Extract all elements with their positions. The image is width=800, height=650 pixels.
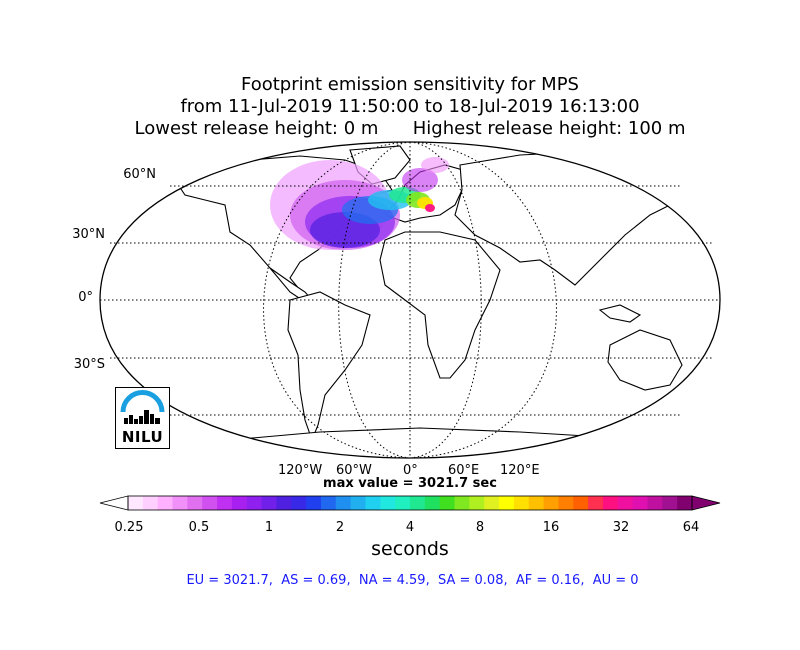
colorbar-segment [454,496,470,510]
colorbar-tick: 0.5 [188,520,210,535]
lon-label-120w: 120°W [278,463,323,478]
colorbar-segment [484,496,500,510]
colorbar-tick: 32 [612,520,630,535]
lat-label-0: 0° [78,290,93,305]
globe-outline [99,141,721,459]
nilu-logo: NILU [115,387,170,449]
colorbar-segment [320,496,337,510]
colorbar-segment [217,496,233,510]
nilu-logo-text: NILU [121,428,164,446]
colorbar-segment [202,496,218,510]
colorbar-segment [231,496,248,510]
colorbar-segment [424,496,441,510]
colorbar-segment [573,496,589,510]
region-totals: EU = 3021.7, AS = 0.69, NA = 4.59, SA = … [186,573,639,588]
colorbar-segment [677,496,693,510]
colorbar-segment [128,496,144,510]
lon-label-0: 0° [403,463,418,478]
max-value-label: max value = 3021.7 sec [323,476,497,491]
colorbar-segment [157,496,174,510]
colorbar-tick: 4 [405,520,415,535]
colorbar-segment [469,496,485,510]
colorbar-segment [187,496,203,510]
colorbar-segment [380,496,396,510]
colorbar-segment [439,496,456,510]
colorbar-segment [632,496,648,510]
colorbar-segment [335,496,352,510]
colorbar-segment [365,496,381,510]
colorbar-tick: 0.25 [114,520,144,535]
gridlines [100,141,720,459]
lat-label-60n: 60°N [123,167,156,182]
colorbar-segment [410,496,426,510]
emission-sensitivity-plume [270,157,449,250]
lat-label-30s: 30°S [73,357,105,372]
lon-label-120e: 120°E [500,463,540,478]
plot-title-line-1: Footprint emission sensitivity for MPS [241,74,579,95]
plot-title-line-3: Lowest release height: 0 m Highest relea… [134,118,686,139]
colorbar-segment [543,496,559,510]
nilu-logo-icon [120,390,165,424]
colorbar-high-arrow [691,495,721,511]
lon-label-60w: 60°W [336,463,372,478]
lon-label-60e: 60°E [448,463,480,478]
colorbar-units-label: seconds [371,538,449,560]
colorbar-tick: 16 [542,520,560,535]
colorbar-segment [513,496,530,510]
colorbar-tick: 64 [682,520,700,535]
colorbar-segment [261,496,277,510]
colorbar-segment [172,496,188,510]
plot-title-line-2: from 11-Jul-2019 11:50:00 to 18-Jul-2019… [180,96,640,117]
colorbar-segment [602,496,619,510]
continents [119,145,701,458]
colorbar-low-arrow [99,495,129,511]
colorbar-segment [246,496,263,510]
colorbar-segment [350,496,366,510]
colorbar-segment [662,496,678,510]
colorbar-tick: 8 [475,520,485,535]
colorbar-segment [647,496,663,510]
colorbar-segment [558,496,574,510]
colorbar-segment [528,496,545,510]
lat-label-30n: 30°N [72,227,105,242]
colorbar-segment [499,496,515,510]
colorbar-segment [617,496,634,510]
colorbar-segment [276,496,292,510]
colorbar-tick: 2 [335,520,345,535]
colorbar-tick: 1 [264,520,274,535]
colorbar-segment [291,496,307,510]
colorbar-segment [142,496,159,510]
colorbar-segment [306,496,322,510]
colorbar-segment [588,496,604,510]
colorbar-segment [395,496,411,510]
